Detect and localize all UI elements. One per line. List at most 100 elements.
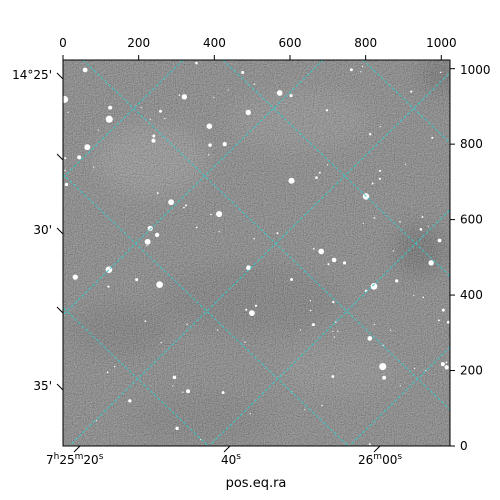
dec-tick-mark xyxy=(56,306,64,314)
ra-tick-mark xyxy=(73,445,81,453)
star xyxy=(128,399,132,403)
star xyxy=(135,278,139,282)
star xyxy=(93,166,95,168)
coordinate-grid xyxy=(63,60,450,446)
star xyxy=(207,154,210,156)
dec-tick-mark xyxy=(56,153,64,161)
star xyxy=(222,141,227,147)
star xyxy=(445,361,448,364)
star xyxy=(439,71,442,74)
star xyxy=(149,118,151,121)
star xyxy=(168,199,175,206)
star xyxy=(175,426,179,431)
star xyxy=(151,138,156,143)
star xyxy=(172,375,177,380)
star xyxy=(326,164,329,166)
ra-seconds: 00 xyxy=(382,453,397,467)
right-tick-label: 800 xyxy=(460,137,483,151)
plot-frame xyxy=(62,59,451,447)
ra-minutes: 26 xyxy=(358,453,373,467)
star xyxy=(77,155,82,160)
star xyxy=(333,336,336,338)
dec-tick-mark xyxy=(56,227,64,235)
star xyxy=(378,169,381,172)
dec-tick-label: 30' xyxy=(33,223,52,237)
star xyxy=(370,282,378,290)
star xyxy=(360,71,362,73)
star xyxy=(249,413,251,415)
ra-grid-line xyxy=(63,60,324,316)
ra-seconds-unit: s xyxy=(236,452,241,462)
star xyxy=(72,274,78,280)
star xyxy=(195,226,198,229)
right-tick-label: 400 xyxy=(460,288,483,302)
star xyxy=(431,136,434,139)
star xyxy=(399,385,401,387)
star xyxy=(440,362,445,367)
dec-tick-mark xyxy=(56,72,64,80)
star xyxy=(227,89,229,91)
star xyxy=(318,171,321,174)
star xyxy=(245,109,251,116)
star xyxy=(337,330,339,332)
star xyxy=(63,95,69,103)
right-tick-label: 0 xyxy=(460,439,468,453)
star xyxy=(140,106,142,109)
star xyxy=(446,320,450,324)
star xyxy=(210,213,212,216)
star xyxy=(331,375,335,378)
star xyxy=(312,247,315,250)
star xyxy=(321,404,323,407)
star xyxy=(97,129,100,131)
star xyxy=(181,94,188,100)
star xyxy=(378,177,381,180)
star-field xyxy=(63,61,450,446)
star xyxy=(64,169,66,172)
star xyxy=(241,71,245,75)
ra-grid-line xyxy=(208,209,450,446)
star xyxy=(276,90,283,96)
star xyxy=(361,65,364,68)
star xyxy=(331,257,337,263)
star xyxy=(253,237,255,240)
star xyxy=(172,385,174,387)
axis-ticks xyxy=(56,55,455,453)
ra-seconds: 40 xyxy=(221,453,236,467)
star xyxy=(95,419,97,422)
star xyxy=(373,217,376,219)
star xyxy=(373,323,376,326)
star xyxy=(304,408,306,411)
star xyxy=(318,248,325,255)
top-tick-label: 800 xyxy=(354,36,377,50)
star xyxy=(113,365,116,368)
ra-minutes: 25 xyxy=(59,453,74,467)
star xyxy=(84,144,91,151)
ra-seconds-unit: s xyxy=(99,452,104,462)
top-tick-label: 0 xyxy=(59,36,67,50)
x-axis-title: pos.eq.ra xyxy=(226,476,287,491)
dec-tick-label: 35' xyxy=(33,379,52,393)
star xyxy=(315,176,318,180)
star xyxy=(216,329,219,331)
star xyxy=(64,157,67,160)
star xyxy=(367,336,373,341)
star xyxy=(182,391,184,393)
star xyxy=(311,323,315,327)
star xyxy=(309,299,312,302)
image-noise xyxy=(63,60,450,446)
star xyxy=(289,93,293,98)
star xyxy=(427,225,429,227)
star xyxy=(369,133,372,136)
ra-seconds-unit: s xyxy=(397,452,402,462)
right-tick-label: 1000 xyxy=(460,63,491,77)
star xyxy=(299,329,301,331)
star xyxy=(419,228,423,231)
star xyxy=(156,281,163,288)
star xyxy=(106,371,109,374)
star xyxy=(152,134,156,138)
ra-tick-mark xyxy=(373,445,381,453)
star xyxy=(349,68,353,72)
star xyxy=(379,126,381,128)
ra-tick-label: 26m00s xyxy=(358,452,402,467)
